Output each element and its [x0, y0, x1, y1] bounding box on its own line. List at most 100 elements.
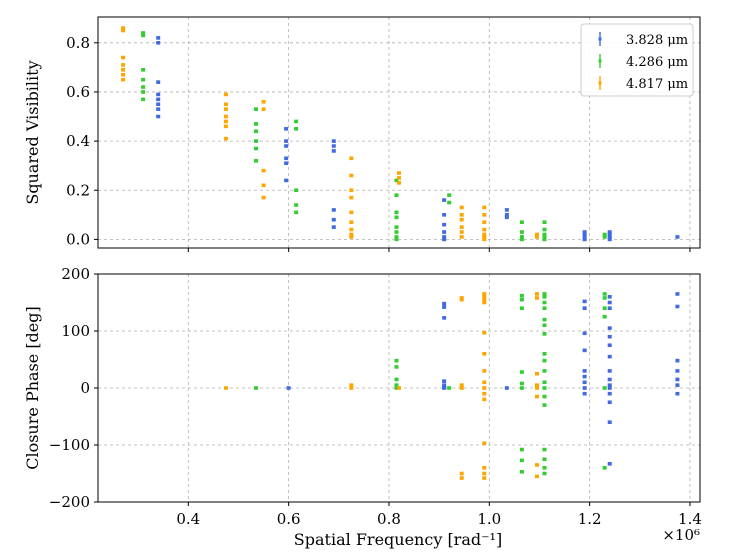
data-point: [582, 230, 587, 234]
data-point: [254, 107, 259, 111]
closure-phase-ylabel: Closure Phase [deg]: [23, 306, 42, 470]
data-point: [542, 457, 547, 462]
legend-point-marker: [598, 81, 602, 85]
data-point: [141, 77, 146, 82]
data-point: [542, 332, 547, 336]
visibility-panel: 0.0 0.2 0.4 0.6 0.8 Squared Visibility 3.828…: [23, 16, 701, 252]
x-axis-multiplier: ×10⁶: [662, 526, 700, 544]
data-point: [141, 31, 146, 35]
x-tick-label: 0.6: [277, 510, 301, 528]
data-point: [459, 386, 464, 390]
data-point: [254, 386, 259, 390]
data-point: [504, 215, 509, 220]
data-point: [331, 208, 336, 212]
data-point: [394, 235, 399, 239]
data-point: [121, 63, 126, 67]
data-point: [482, 213, 487, 217]
y-tick-label: −200: [49, 493, 90, 511]
data-point: [286, 386, 291, 390]
data-point: [675, 304, 680, 309]
data-point: [534, 394, 539, 399]
data-point: [542, 369, 547, 373]
data-point: [582, 232, 587, 237]
data-point: [542, 403, 547, 407]
data-point: [121, 72, 126, 77]
data-point: [223, 124, 228, 129]
data-point: [482, 369, 487, 373]
data-point: [542, 235, 547, 239]
data-point: [223, 107, 228, 111]
data-point: [482, 380, 487, 385]
data-point: [607, 295, 612, 299]
data-point: [349, 383, 354, 387]
data-point: [602, 235, 607, 239]
data-point: [394, 215, 399, 220]
data-point: [394, 193, 399, 197]
data-point: [482, 297, 487, 302]
x-tick-label: 1.0: [477, 510, 501, 528]
data-point: [519, 458, 524, 463]
data-point: [349, 156, 354, 161]
data-point: [394, 386, 399, 390]
data-point: [582, 348, 587, 353]
y-tick-label: 0.2: [66, 181, 90, 199]
data-point: [442, 198, 447, 202]
data-point: [121, 26, 126, 30]
data-point: [394, 230, 399, 234]
data-point: [607, 306, 612, 310]
data-point: [504, 213, 509, 217]
legend: 3.828 μm 4.286 μm 4.817 μm: [580, 23, 694, 97]
data-point: [349, 227, 354, 232]
data-point: [607, 343, 612, 348]
legend-point-marker: [598, 59, 602, 63]
data-point: [602, 296, 607, 300]
data-point: [349, 188, 354, 193]
data-point: [141, 97, 146, 102]
data-point: [582, 369, 587, 373]
data-point: [607, 326, 612, 330]
data-point: [349, 232, 354, 237]
data-point: [223, 119, 228, 124]
x-tick-label: 0.4: [176, 510, 200, 528]
data-point: [519, 237, 524, 242]
data-point: [542, 323, 547, 328]
data-point: [582, 374, 587, 379]
data-point: [442, 386, 447, 390]
data-point: [542, 358, 547, 363]
data-point: [261, 99, 266, 104]
visibility-frame: [97, 16, 701, 249]
data-point: [294, 203, 299, 207]
data-point: [607, 369, 612, 373]
data-point: [156, 36, 161, 40]
legend-label: 4.817 μm: [626, 77, 688, 92]
data-point: [542, 227, 547, 232]
data-point: [459, 383, 464, 387]
data-point: [156, 80, 161, 84]
data-point: [442, 316, 447, 320]
data-point: [519, 469, 524, 474]
data-point: [261, 168, 266, 173]
data-point: [459, 471, 464, 476]
visibility-yticks: 0.0 0.2 0.4 0.6 0.8: [66, 34, 98, 248]
data-point: [607, 300, 612, 305]
data-point: [602, 314, 607, 319]
data-point: [442, 305, 447, 309]
data-point: [459, 205, 464, 210]
data-point: [482, 386, 487, 390]
data-point: [607, 235, 612, 239]
y-tick-label: 0: [80, 379, 90, 397]
data-point: [582, 306, 587, 310]
data-point: [542, 447, 547, 452]
data-point: [442, 222, 447, 227]
data-point: [607, 230, 612, 234]
data-point: [542, 386, 547, 390]
data-point: [582, 391, 587, 396]
data-point: [534, 296, 539, 300]
legend-entry: 4.817 μm: [598, 76, 688, 92]
data-point: [607, 383, 612, 387]
data-point: [394, 365, 399, 369]
data-point: [542, 471, 547, 476]
data-point: [482, 300, 487, 305]
data-point: [349, 210, 354, 215]
legend-entry: 4.286 μm: [598, 54, 688, 70]
